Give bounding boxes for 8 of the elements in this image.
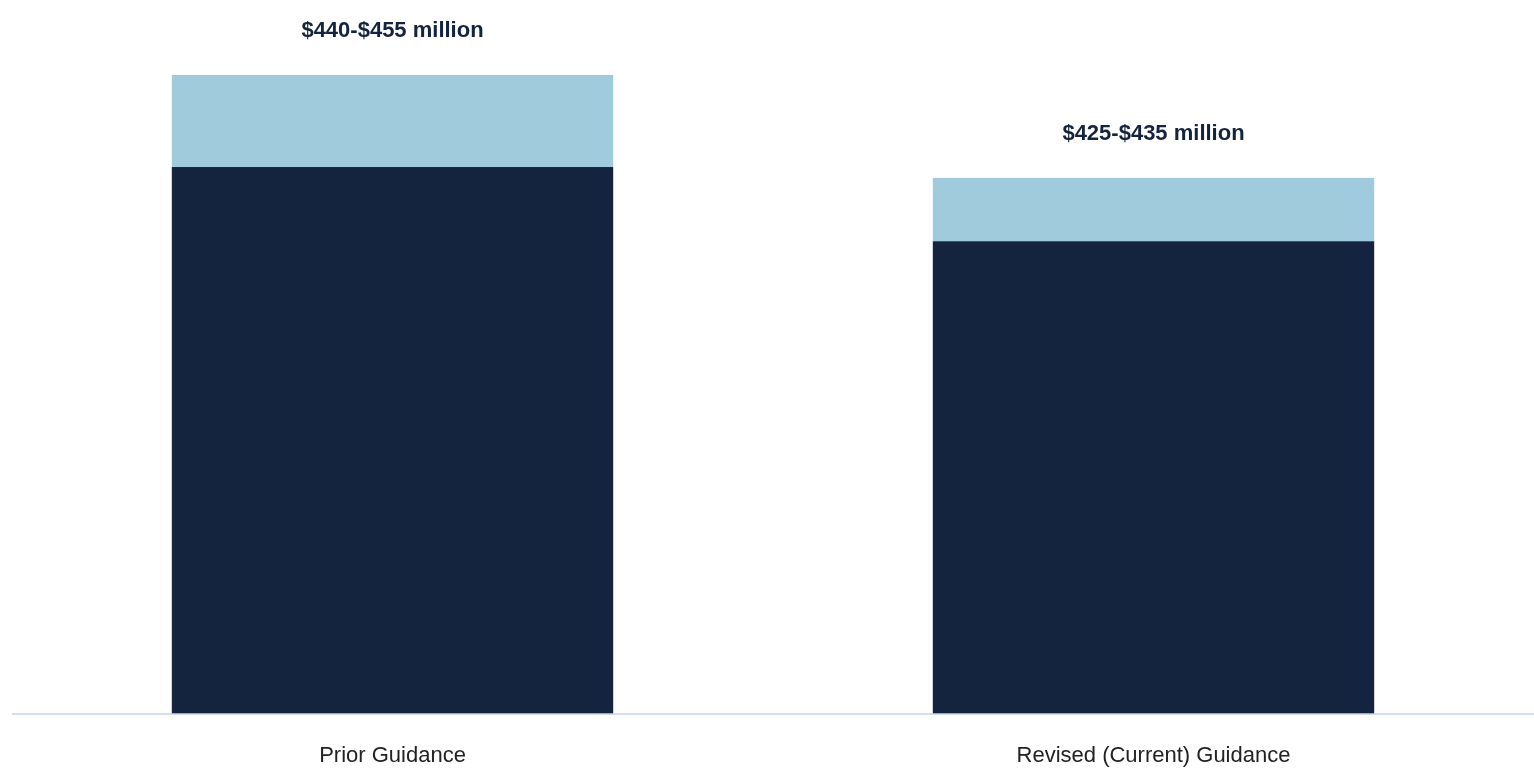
bar: [171, 167, 614, 714]
bar: [932, 177, 1375, 242]
annotation: $425-$435 million: [1062, 119, 1245, 145]
x-tick-label: Revised (Current) Guidance: [1016, 742, 1291, 767]
annotation: $440-$455 million: [301, 17, 484, 42]
bar: [932, 241, 1375, 714]
x-tick-label: Prior Guidance: [319, 742, 466, 767]
bar: [171, 75, 614, 168]
